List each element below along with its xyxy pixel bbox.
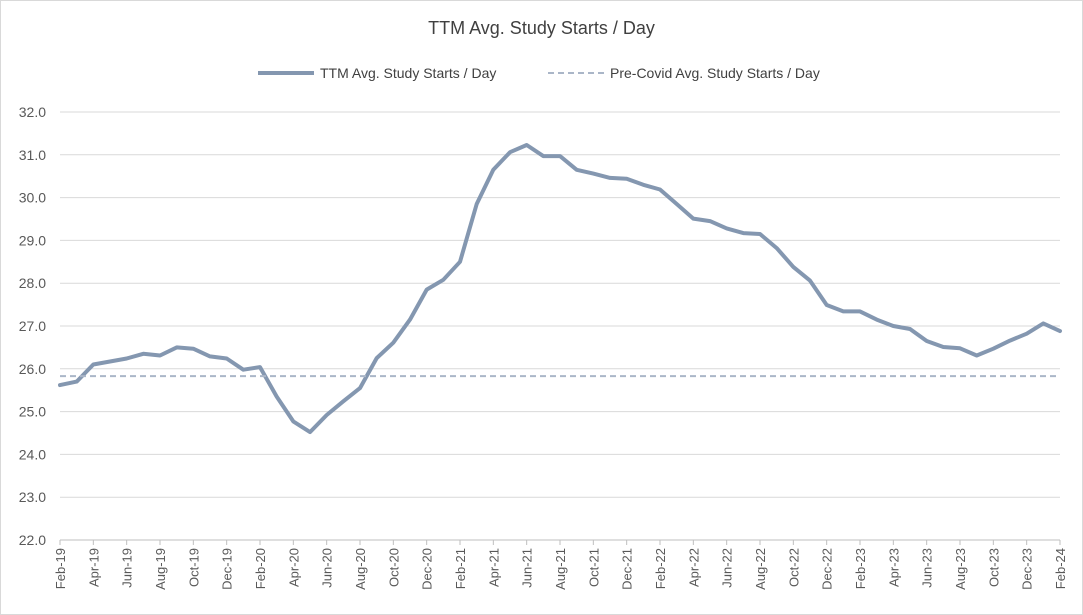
x-tick-label: Dec-21 — [620, 548, 635, 590]
x-tick-label: Oct-23 — [986, 548, 1001, 587]
x-tick-label: Jun-20 — [320, 548, 335, 588]
x-tick-label: Dec-20 — [420, 548, 435, 590]
y-tick-label: 32.0 — [19, 104, 46, 120]
x-tick-label: Feb-21 — [453, 548, 468, 589]
x-tick-label: Feb-19 — [53, 548, 68, 589]
x-tick-label: Jun-22 — [720, 548, 735, 588]
x-tick-label: Aug-21 — [553, 548, 568, 590]
x-tick-label: Jun-23 — [920, 548, 935, 588]
x-tick-label: Dec-23 — [1020, 548, 1035, 590]
x-tick-label: Dec-22 — [820, 548, 835, 590]
x-tick-label: Apr-23 — [886, 548, 901, 587]
x-tick-label: Aug-19 — [153, 548, 168, 590]
x-tick-label: Aug-22 — [753, 548, 768, 590]
x-tick-label: Feb-20 — [253, 548, 268, 589]
x-tick-label: Apr-20 — [286, 548, 301, 587]
series-line-ttm — [58, 143, 1062, 435]
x-tick-label: Dec-19 — [220, 548, 235, 590]
y-tick-label: 26.0 — [19, 361, 46, 377]
y-tick-label: 23.0 — [19, 489, 46, 505]
y-tick-label: 25.0 — [19, 404, 46, 420]
x-tick-label: Feb-22 — [653, 548, 668, 589]
y-tick-label: 30.0 — [19, 190, 46, 206]
legend-swatch-precovid — [548, 72, 604, 74]
y-tick-label: 22.0 — [19, 532, 46, 548]
legend-item-precovid: Pre-Covid Avg. Study Starts / Day — [548, 63, 820, 83]
x-tick-label: Aug-23 — [953, 548, 968, 590]
x-tick-label: Feb-23 — [853, 548, 868, 589]
y-tick-label: 24.0 — [19, 446, 46, 462]
x-tick-label: Oct-20 — [386, 548, 401, 587]
y-tick-label: 27.0 — [19, 318, 46, 334]
x-tick-label: Oct-19 — [186, 548, 201, 587]
chart-title: TTM Avg. Study Starts / Day — [428, 18, 655, 38]
x-tick-label: Apr-22 — [686, 548, 701, 587]
y-tick-label: 29.0 — [19, 232, 46, 248]
y-tick-label: 31.0 — [19, 147, 46, 163]
legend-item-ttm: TTM Avg. Study Starts / Day — [258, 63, 496, 83]
x-tick-label: Oct-21 — [586, 548, 601, 587]
x-tick-label: Apr-21 — [486, 548, 501, 587]
legend-label-ttm: TTM Avg. Study Starts / Day — [320, 65, 497, 81]
x-tick-label: Oct-22 — [786, 548, 801, 587]
chart-legend: TTM Avg. Study Starts / Day Pre-Covid Av… — [0, 63, 1083, 83]
x-tick-label: Jun-21 — [520, 548, 535, 588]
y-tick-label: 28.0 — [19, 275, 46, 291]
x-tick-label: Jun-19 — [120, 548, 135, 588]
x-tick-label: Feb-24 — [1053, 548, 1068, 589]
legend-label-precovid: Pre-Covid Avg. Study Starts / Day — [610, 65, 820, 81]
x-tick-label: Apr-19 — [86, 548, 101, 587]
x-tick-label: Aug-20 — [353, 548, 368, 590]
legend-swatch-ttm — [258, 71, 314, 75]
